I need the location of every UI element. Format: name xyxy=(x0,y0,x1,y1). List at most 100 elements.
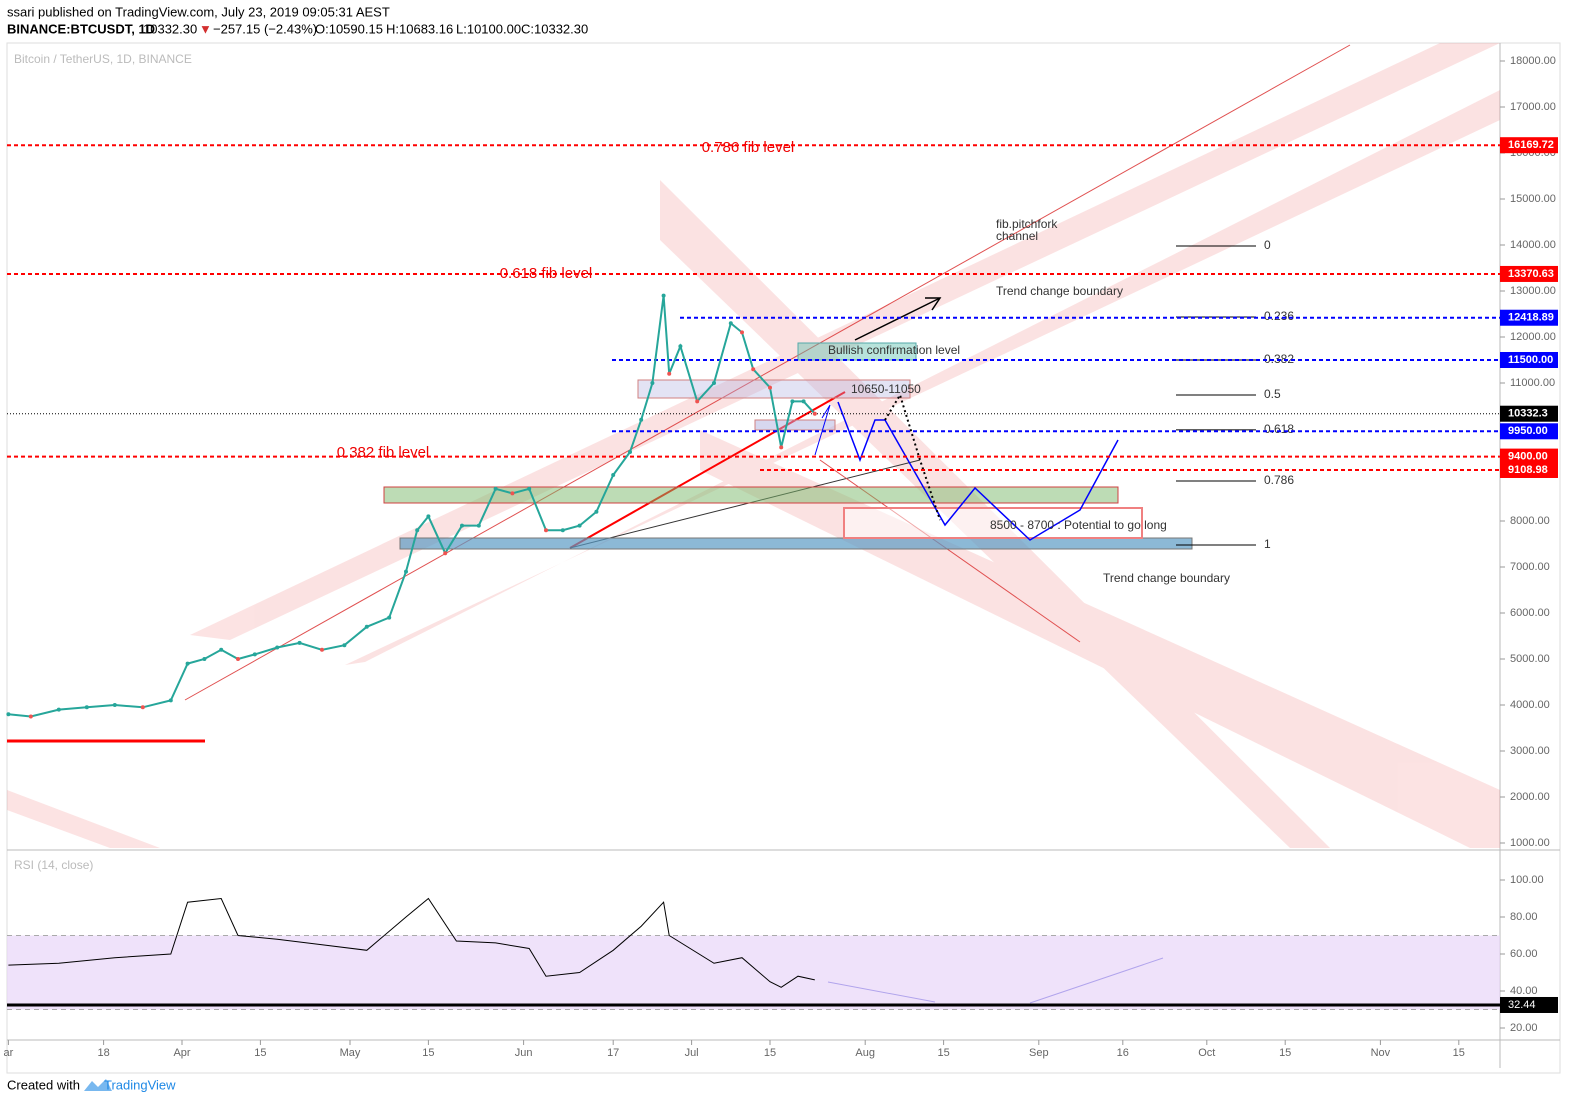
y-tick-label: 1000.00 xyxy=(1510,837,1550,849)
y-tick-label: 7000.00 xyxy=(1510,561,1550,573)
y-tick-label: 13000.00 xyxy=(1510,285,1556,297)
y-tick-label: 17000.00 xyxy=(1510,101,1556,113)
price-label-box xyxy=(1500,423,1558,440)
x-tick-label: 15 xyxy=(1279,1047,1291,1059)
price-point xyxy=(812,411,817,416)
price-point xyxy=(712,381,716,385)
annotation: channel xyxy=(996,229,1038,243)
fib-label: 0.5 xyxy=(1264,387,1281,401)
last: 10332.30 xyxy=(143,21,197,36)
price-label: 13370.63 xyxy=(1508,268,1554,280)
price-label: 11500.00 xyxy=(1508,354,1553,366)
x-tick-label: 16 xyxy=(1117,1047,1129,1059)
price-point xyxy=(560,528,565,533)
y-tick-label: 8000.00 xyxy=(1510,515,1550,527)
x-tick-label: 15 xyxy=(764,1047,776,1059)
price-point xyxy=(236,657,240,661)
channel-band xyxy=(190,43,1500,640)
price-label-box xyxy=(1500,309,1558,326)
price-label: 9108.98 xyxy=(1508,464,1548,476)
price-point xyxy=(415,528,420,533)
fib-label: 0.618 xyxy=(1264,422,1294,436)
projection-path xyxy=(837,401,1119,541)
logo xyxy=(84,1079,112,1091)
price-label-box xyxy=(1500,265,1558,282)
publisher: ssari published on TradingView.com, July… xyxy=(7,4,390,19)
price-label: 10332.3 xyxy=(1508,408,1548,420)
price-point xyxy=(297,640,302,645)
y-tick-label: 14000.00 xyxy=(1510,239,1556,251)
price-label: 16169.72 xyxy=(1508,139,1554,151)
price-line xyxy=(8,295,816,718)
close: C:10332.30 xyxy=(521,21,588,36)
price-point xyxy=(342,643,347,648)
price-point xyxy=(275,645,280,650)
x-tick-label: 15 xyxy=(422,1047,434,1059)
price-point xyxy=(639,417,644,422)
x-tick-label: Apr xyxy=(173,1047,190,1059)
price-point xyxy=(56,707,61,712)
price-label-box xyxy=(1500,461,1558,478)
arrow xyxy=(854,297,941,341)
trend-line xyxy=(569,459,921,549)
zone xyxy=(754,419,836,431)
annotation: fib.pitchfork xyxy=(996,217,1058,231)
price-point xyxy=(320,647,324,652)
pitchfork-median xyxy=(184,44,1351,701)
rsi-band xyxy=(7,935,1500,1010)
x-tick-label: May xyxy=(340,1047,361,1059)
x-tick-label: 17 xyxy=(607,1047,619,1059)
price-point xyxy=(678,344,683,349)
fib-label: 0 xyxy=(1264,238,1271,252)
price-point xyxy=(252,652,257,657)
price-point xyxy=(740,330,744,335)
rsi-line xyxy=(8,897,815,988)
open: O:10590.15 xyxy=(315,21,383,36)
fib-label: 0.786 xyxy=(1264,473,1294,487)
y-tick-label: 3000.00 xyxy=(1510,745,1550,757)
x-tick-label: 15 xyxy=(1453,1047,1465,1059)
price-point xyxy=(577,523,582,528)
zone xyxy=(383,486,1119,504)
price-point xyxy=(112,703,117,707)
x-tick-label: ar xyxy=(4,1047,14,1059)
price-point xyxy=(695,399,700,404)
annotation: Bullish confirmation level xyxy=(828,343,960,357)
price-point xyxy=(476,523,481,528)
price-point xyxy=(168,698,173,703)
y-tick-label: 5000.00 xyxy=(1510,653,1550,665)
price-label: 12418.89 xyxy=(1508,312,1554,324)
price-point xyxy=(28,714,33,719)
price-label-box xyxy=(1500,405,1558,422)
price-point xyxy=(493,486,498,491)
x-tick-label: Oct xyxy=(1198,1047,1215,1059)
fib-label: 0.236 xyxy=(1264,309,1294,323)
zone xyxy=(637,379,911,399)
arrow: ▼ xyxy=(199,21,212,36)
price-point xyxy=(202,657,207,661)
high: H:10683.16 xyxy=(386,21,453,36)
price-point xyxy=(527,486,532,491)
rsi-level-label: 32.44 xyxy=(1508,999,1536,1011)
y-tick-label: 6000.00 xyxy=(1510,607,1550,619)
price-label-box xyxy=(1500,448,1558,465)
price-point xyxy=(219,647,224,652)
price-point xyxy=(768,385,772,390)
trend-line xyxy=(569,391,846,549)
x-tick-label: Jul xyxy=(685,1047,699,1059)
y-tick-label: 4000.00 xyxy=(1510,699,1550,711)
rsi-tick-label: 80.00 xyxy=(1510,911,1538,923)
price-label: 9400.00 xyxy=(1508,451,1548,463)
annotation: Trend change boundary xyxy=(1103,571,1230,585)
price-point xyxy=(460,523,464,528)
price-point xyxy=(728,321,733,326)
fib-label: 1 xyxy=(1264,537,1271,551)
annotation: 0.786 fib level xyxy=(702,139,795,156)
x-tick-label: 15 xyxy=(254,1047,266,1059)
x-tick-label: Aug xyxy=(855,1047,875,1059)
price-point xyxy=(510,491,515,496)
annotation: 10650-11050 xyxy=(851,382,921,396)
rsi-level-box xyxy=(1500,996,1558,1013)
price-point xyxy=(544,528,548,533)
